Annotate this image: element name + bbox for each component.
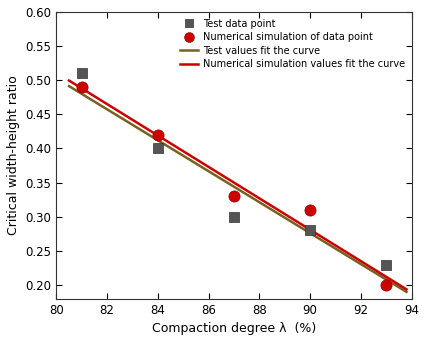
Point bbox=[78, 71, 85, 76]
Point bbox=[307, 228, 314, 233]
X-axis label: Compaction degree λ  (%): Compaction degree λ (%) bbox=[152, 322, 316, 335]
Point bbox=[155, 146, 161, 151]
Point bbox=[78, 84, 85, 90]
Point bbox=[230, 194, 237, 199]
Point bbox=[383, 262, 390, 267]
Point bbox=[155, 132, 161, 137]
Point bbox=[230, 214, 237, 220]
Y-axis label: Critical width-height ratio: Critical width-height ratio bbox=[7, 76, 20, 235]
Point bbox=[307, 207, 314, 213]
Legend: Test data point, Numerical simulation of data point, Test values fit the curve, : Test data point, Numerical simulation of… bbox=[176, 15, 409, 73]
Point bbox=[383, 282, 390, 288]
